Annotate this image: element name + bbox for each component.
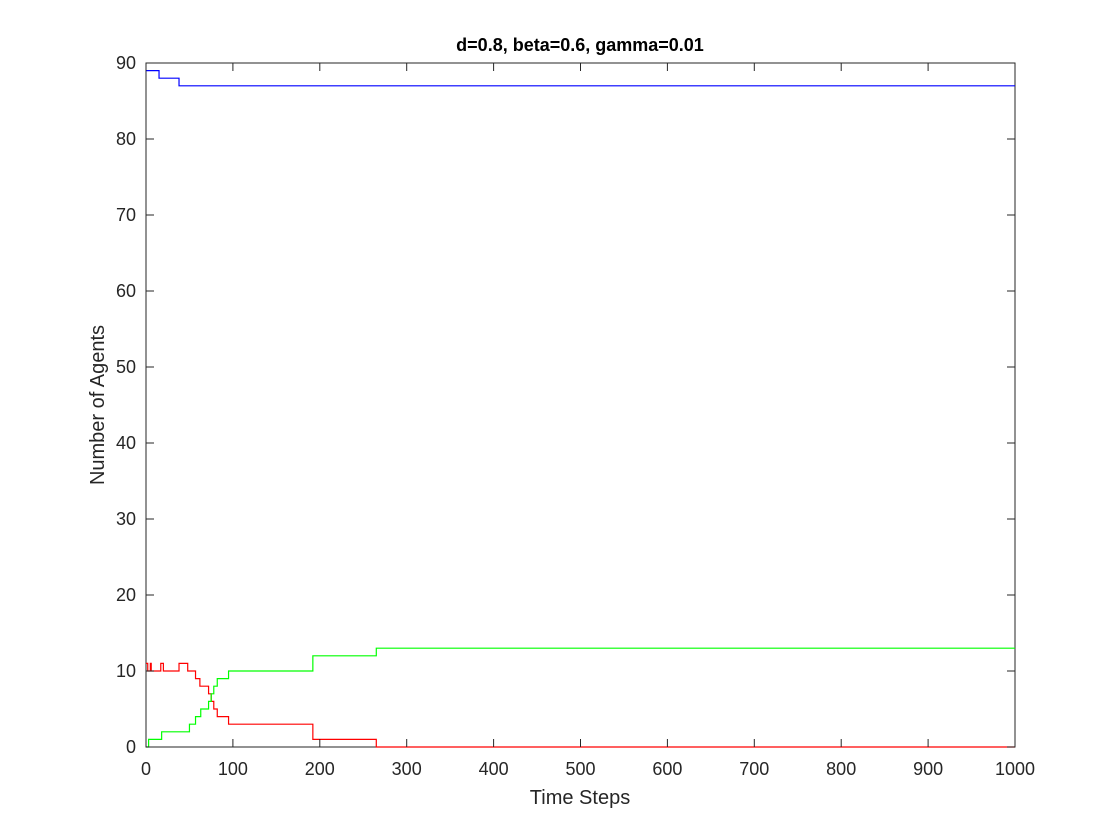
chart-title: d=0.8, beta=0.6, gamma=0.01 (456, 35, 704, 55)
x-tick-label: 600 (652, 759, 682, 779)
y-tick-label: 60 (116, 281, 136, 301)
x-tick-label: 500 (565, 759, 595, 779)
x-tick-label: 800 (826, 759, 856, 779)
y-axis-label: Number of Agents (87, 325, 109, 485)
y-tick-label: 20 (116, 585, 136, 605)
y-tick-label: 90 (116, 53, 136, 73)
series-line-1 (146, 69, 1015, 87)
y-tick-label: 0 (126, 737, 136, 757)
y-tick-label: 50 (116, 357, 136, 377)
y-tick-label: 30 (116, 509, 136, 529)
x-tick-label: 900 (913, 759, 943, 779)
x-tick-label: 200 (305, 759, 335, 779)
x-tick-label: 0 (141, 759, 151, 779)
series-line-3 (146, 647, 1015, 748)
y-tick-label: 80 (116, 129, 136, 149)
series-line-2 (146, 662, 1015, 748)
x-axis-label: Time Steps (530, 787, 630, 809)
x-tick-label: 100 (218, 759, 248, 779)
x-tick-label: 400 (479, 759, 509, 779)
x-tick-label: 700 (739, 759, 769, 779)
series-layer (146, 69, 1015, 748)
y-tick-label: 10 (116, 661, 136, 681)
y-tick-label: 40 (116, 433, 136, 453)
plot-area (145, 62, 1016, 748)
ticks-layer: 0 100 200 300 400 500 600 700 800 900 1000 0 10 20 30 4… (116, 53, 1035, 779)
x-tick-label: 1000 (995, 759, 1035, 779)
y-tick-label: 70 (116, 205, 136, 225)
x-tick-label: 300 (392, 759, 422, 779)
